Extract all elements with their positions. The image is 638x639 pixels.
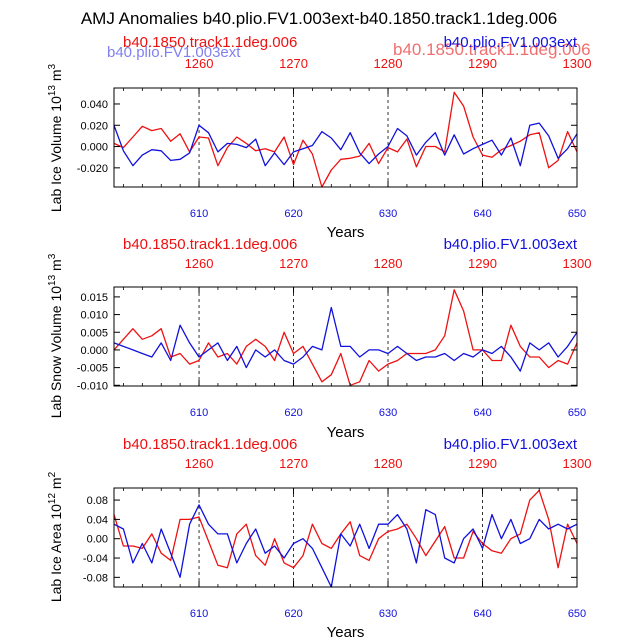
plot-frame xyxy=(113,286,578,387)
x-tick-label-bottom: 610 xyxy=(190,407,208,419)
chart-panel-1: b40.plio.FV1.003ext b40.1850.track1.1deg.… xyxy=(47,34,591,241)
y-axis-label-unit-exponent: 2 xyxy=(47,471,58,477)
legend-ghost-right: b40.1850.track1.1deg.006 xyxy=(393,40,591,59)
y-axis-label-unit-exponent: 3 xyxy=(47,253,58,259)
legend-label-blue: b40.plio.FV1.003ext xyxy=(444,34,578,51)
y-axis-label-exponent: 13 xyxy=(47,274,58,286)
x-tick-label-bottom: 620 xyxy=(284,208,302,220)
legend-label-blue: b40.plio.FV1.003ext xyxy=(444,236,578,253)
x-tick-label-top: 1300 xyxy=(563,456,592,471)
y-axis-label-unit: m xyxy=(48,69,64,85)
plot-frame xyxy=(113,487,578,588)
plot-frame xyxy=(113,87,578,188)
y-axis-label-main: Lab Ice Volume 10 xyxy=(48,96,64,212)
y-axis-label-exponent: 13 xyxy=(47,85,58,97)
series-line-red xyxy=(113,489,578,569)
x-tick-label-bottom: 630 xyxy=(379,608,397,620)
y-tick-label: -0.04 xyxy=(83,553,108,565)
x-tick-label-top: 1280 xyxy=(374,56,403,71)
x-tick-label-top: 1290 xyxy=(468,456,497,471)
x-tick-label-bottom: 620 xyxy=(284,608,302,620)
y-tick-label: 0.04 xyxy=(87,514,108,526)
series-line-blue xyxy=(113,122,578,167)
x-tick-label-bottom: 650 xyxy=(568,608,586,620)
chart-panel-2: b40.1850.track1.1deg.006 b40.plio.FV1.003… xyxy=(47,236,591,441)
legend-ghost-left: b40.plio.FV1.003ext xyxy=(107,44,241,61)
x-tick-label-bottom: 640 xyxy=(473,608,491,620)
series-line-red xyxy=(113,289,578,386)
y-tick-label: -0.08 xyxy=(83,572,108,584)
y-tick-label: 0.005 xyxy=(80,327,108,339)
y-axis-label: Lab Ice Volume 1013 m3 xyxy=(47,63,64,212)
y-tick-label: -0.010 xyxy=(77,380,108,392)
y-tick-label: 0.00 xyxy=(87,534,108,546)
legend-label-red: b40.1850.track1.1deg.006 xyxy=(123,436,297,453)
y-axis-label-main: Lab Ice Area 10 xyxy=(48,504,64,602)
y-axis-label-unit: m xyxy=(48,259,64,275)
x-tick-label-top: 1260 xyxy=(185,56,214,71)
y-tick-label: 0.000 xyxy=(80,345,108,357)
x-tick-label-bottom: 640 xyxy=(473,208,491,220)
x-tick-label-top: 1260 xyxy=(185,456,214,471)
legend-label-blue: b40.plio.FV1.003ext xyxy=(444,436,578,453)
x-tick-label-bottom: 620 xyxy=(284,407,302,419)
x-tick-label-top: 1260 xyxy=(185,256,214,271)
series-line-blue xyxy=(113,504,578,588)
y-axis-label-unit: m xyxy=(48,477,64,493)
chart-panel-3: b40.1850.track1.1deg.006 b40.plio.FV1.003… xyxy=(47,436,591,639)
x-axis-label: Years xyxy=(327,424,365,441)
y-tick-label: 0.08 xyxy=(87,495,108,507)
y-tick-label: 0.010 xyxy=(80,310,108,322)
legend-label-red: b40.1850.track1.1deg.006 xyxy=(123,236,297,253)
y-tick-label: 0.040 xyxy=(80,99,108,111)
y-tick-label: -0.020 xyxy=(77,163,108,175)
x-tick-label-bottom: 650 xyxy=(568,208,586,220)
x-axis-label: Years xyxy=(327,224,365,241)
figure-title: AMJ Anomalies b40.plio.FV1.003ext-b40.18… xyxy=(81,9,557,28)
x-tick-label-top: 1300 xyxy=(563,56,592,71)
x-tick-label-top: 1290 xyxy=(468,56,497,71)
y-axis-label: Lab Ice Area 1012 m2 xyxy=(47,471,64,602)
series-line-blue xyxy=(113,306,578,372)
x-tick-label-bottom: 630 xyxy=(379,407,397,419)
x-tick-label-bottom: 630 xyxy=(379,208,397,220)
x-tick-label-top: 1270 xyxy=(279,456,308,471)
x-tick-label-top: 1270 xyxy=(279,256,308,271)
x-tick-label-bottom: 650 xyxy=(568,407,586,419)
y-axis-label-main: Lab Snow Volume 10 xyxy=(48,286,64,419)
x-tick-label-bottom: 610 xyxy=(190,608,208,620)
y-tick-label: 0.020 xyxy=(80,120,108,132)
legend-label-red: b40.1850.track1.1deg.006 xyxy=(123,34,297,51)
x-tick-label-top: 1290 xyxy=(468,256,497,271)
y-axis-label-unit-exponent: 3 xyxy=(47,63,58,69)
y-tick-label: -0.005 xyxy=(77,363,108,375)
y-tick-label: 0.015 xyxy=(80,292,108,304)
x-tick-label-top: 1270 xyxy=(279,56,308,71)
x-tick-label-top: 1280 xyxy=(374,256,403,271)
x-tick-label-top: 1300 xyxy=(563,256,592,271)
y-axis-label-exponent: 12 xyxy=(47,493,58,505)
x-tick-label-top: 1280 xyxy=(374,456,403,471)
y-tick-label: 0.000 xyxy=(80,142,108,154)
x-axis-label: Years xyxy=(327,624,365,639)
x-tick-label-bottom: 640 xyxy=(473,407,491,419)
y-axis-label: Lab Snow Volume 1013 m3 xyxy=(47,253,64,418)
series-line-red xyxy=(113,91,578,188)
x-tick-label-bottom: 610 xyxy=(190,208,208,220)
